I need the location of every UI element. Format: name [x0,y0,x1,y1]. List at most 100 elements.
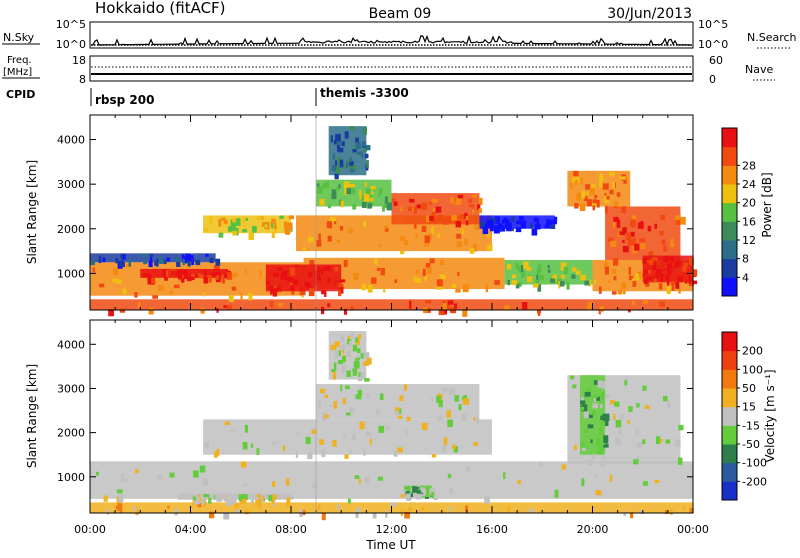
heatmap-cell [412,486,417,493]
heatmap-cell [456,197,462,205]
heatmap-cell [436,279,442,287]
heatmap-cell [378,192,381,197]
heatmap-cell [339,279,346,283]
heatmap-cell [590,439,593,444]
heatmap-cell [318,400,321,408]
heatmap-cell [242,229,248,233]
heatmap-cell [117,503,122,511]
heatmap-cell [431,454,437,458]
heatmap-cell [670,243,675,247]
heatmap-cell [476,417,479,424]
heatmap-cell [355,394,362,400]
heatmap-cell [680,217,686,225]
heatmap-cell [639,510,645,514]
heatmap-cell [248,292,253,301]
heatmap-cell [322,183,329,189]
heatmap-cell [223,511,230,520]
heatmap-cell [295,451,299,458]
heatmap-cell [119,308,126,313]
heatmap-cell [670,259,675,263]
heatmap-cell [392,198,396,202]
heatmap-cell [344,454,349,459]
heatmap-cell [635,429,639,436]
heatmap-cell [106,509,109,515]
velocity-axes: 1000 2000 3000 4000 [57,320,694,513]
heatmap-cell [597,380,603,388]
heatmap-cell [677,457,683,465]
heatmap-cell [647,225,652,232]
heatmap-cell [357,355,360,359]
heatmap-cell [226,304,232,311]
colorbar-tick-label: 100 [742,363,763,376]
heatmap-cell [368,192,373,200]
heatmap-cell [197,494,201,500]
heatmap-cell [190,255,194,259]
heatmap-cell [581,447,587,451]
heatmap-cell [90,260,96,266]
heatmap-cell [632,237,636,245]
colorbar-swatch [722,462,737,482]
x-tick-label: 08:00 [275,523,307,536]
heatmap-cell [341,141,345,147]
heatmap-cell [474,223,479,231]
heatmap-cell [648,251,654,256]
heatmap-cell [311,429,317,434]
heatmap-cell [284,227,290,235]
heatmap-cell [678,424,684,431]
heatmap-cell [493,225,500,234]
heatmap-cell [197,502,202,508]
heatmap-cell [342,348,345,354]
heatmap-cell [570,375,575,380]
heatmap-cell [584,429,589,433]
heatmap-cell [276,287,279,292]
heatmap-cell [504,224,509,229]
heatmap-cell [588,279,592,287]
heatmap-cell [561,464,566,470]
heatmap-cell [352,368,357,372]
heatmap-cell [181,277,185,283]
heatmap-cell [506,264,512,270]
heatmap-cell [600,420,604,426]
heatmap-cell [609,474,613,482]
heatmap-cell [201,497,205,505]
heatmap-cell [583,196,588,202]
heatmap-cell [588,414,594,419]
heatmap-cell [319,388,326,394]
heatmap-cell [184,271,188,280]
heatmap-cell [205,275,210,279]
heatmap-cell [203,227,209,232]
heatmap-cell [651,257,658,261]
heatmap-cell [334,341,340,347]
heatmap-cell [601,391,606,400]
heatmap-cell [488,219,494,228]
heatmap-cell [410,493,414,498]
heatmap-cell [355,337,358,343]
colorbar-swatch [722,165,737,185]
heatmap-cell [558,281,561,289]
heatmap-cell [336,143,340,152]
heatmap-cell [627,420,630,424]
colorbar-swatch [722,388,737,408]
heatmap-cell [347,498,351,504]
heatmap-cell [103,495,108,502]
heatmap-cell [355,510,359,518]
heatmap-cell [215,275,219,280]
heatmap-cell [654,479,660,484]
station-title: Hokkaido (fitACF) [95,0,226,17]
heatmap-cell [214,271,221,276]
heatmap-cell [431,198,438,203]
heatmap-cell [436,395,441,403]
heatmap-cell [580,177,584,185]
heatmap-cell [316,183,320,187]
heatmap-cell [663,395,668,402]
heatmap-cell [415,233,418,238]
heatmap-cell [400,236,406,241]
heatmap-cell [536,218,539,224]
heatmap-cell [393,201,398,206]
colorbar-swatch [722,425,737,445]
heatmap-cell [487,244,493,251]
heatmap-cell [341,356,346,363]
heatmap-cell [355,371,359,376]
heatmap-cell [216,494,223,502]
heatmap-cell [435,206,442,213]
